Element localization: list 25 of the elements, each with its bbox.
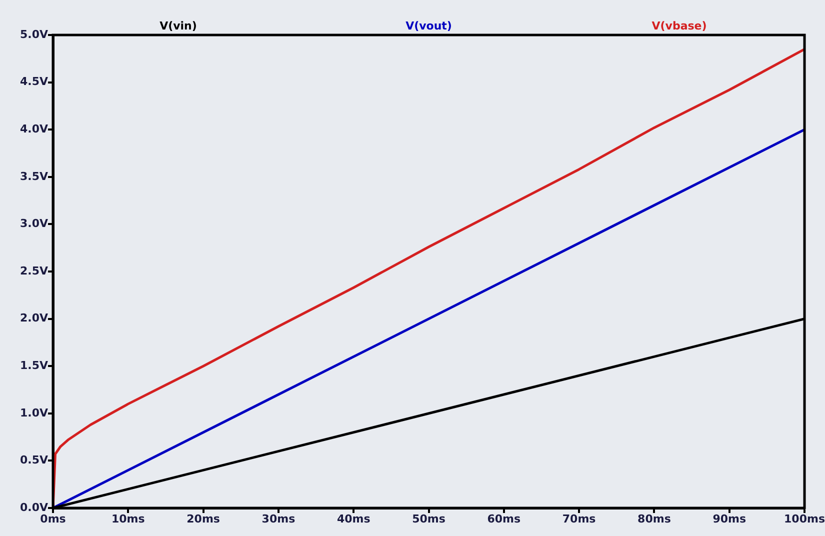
- x-tick-label: 30ms: [262, 512, 296, 526]
- x-tick-label: 60ms: [487, 512, 522, 526]
- x-tick-label: 50ms: [412, 512, 446, 526]
- y-tick-label: 5.0V: [20, 28, 48, 41]
- y-tick-label: 4.5V: [20, 75, 48, 88]
- y-tick-label: 0.0V: [20, 500, 48, 514]
- x-tick-label: 20ms: [186, 512, 220, 526]
- x-tick-label: 70ms: [562, 512, 596, 526]
- x-tick-label: 10ms: [111, 512, 146, 526]
- y-tick-label: 3.0V: [20, 217, 48, 230]
- x-tick-label: 100ms: [784, 512, 825, 526]
- x-tick-label: 80ms: [638, 512, 672, 526]
- y-tick-label: 0.5V: [20, 454, 48, 467]
- y-tick-label: 2.5V: [20, 264, 48, 278]
- y-tick-label: 3.5V: [20, 170, 48, 183]
- x-tick-label: 40ms: [336, 512, 371, 526]
- y-tick-label: 4.0V: [20, 122, 48, 136]
- x-tick-label: 90ms: [712, 512, 746, 526]
- y-tick-label: 1.5V: [20, 358, 48, 372]
- text: V(vbase): [652, 19, 707, 32]
- y-tick-label: 2.0V: [20, 312, 48, 325]
- y-tick-label: 1.0V: [20, 406, 48, 420]
- x-tick-label: 0ms: [40, 512, 66, 526]
- text: V(vout): [406, 19, 452, 32]
- text: V(vin): [160, 19, 197, 32]
